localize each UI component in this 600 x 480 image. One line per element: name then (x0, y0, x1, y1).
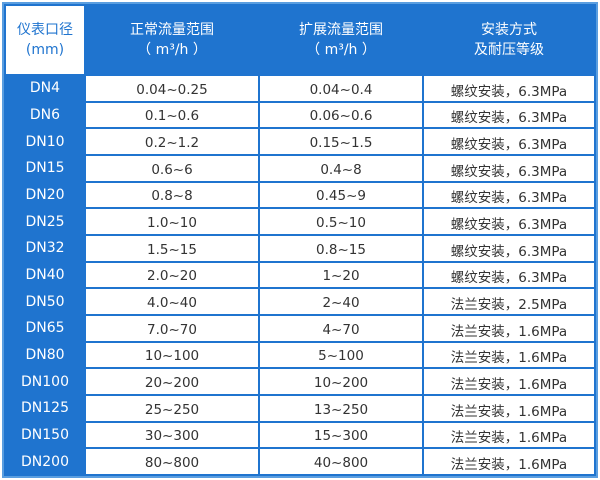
cell-diameter: DN32 (4, 233, 86, 263)
cell-extended-flow: 0.06~0.6 (258, 100, 424, 130)
header-label: 扩展流量范围 (299, 22, 383, 38)
header-unit: (mm) (25, 42, 65, 58)
cell-extended-flow: 1~20 (258, 260, 424, 290)
cell-diameter: DN20 (4, 180, 86, 210)
cell-install: 螺纹安装，6.3MPa (422, 180, 596, 210)
cell-diameter: DN10 (4, 127, 86, 156)
cell-extended-flow: 0.4~8 (258, 153, 424, 183)
header-label: 安装方式 (481, 22, 537, 38)
cell-install: 法兰安装，1.6MPa (422, 367, 596, 396)
header-normal-flow: 正常流量范围 （ m³/h ） (84, 4, 260, 76)
cell-diameter: DN4 (4, 74, 86, 103)
cell-install: 螺纹安装，6.3MPa (422, 260, 596, 290)
cell-diameter: DN150 (4, 420, 86, 450)
table-row: DN25 1.0~10 0.5~10 螺纹安装，6.3MPa (4, 207, 596, 236)
cell-normal-flow: 0.04~0.25 (84, 74, 260, 103)
header-unit: （ m³/h ） (137, 42, 207, 58)
cell-diameter: DN15 (4, 153, 86, 183)
table-row: DN20 0.8~8 0.45~9 螺纹安装，6.3MPa (4, 180, 596, 210)
cell-normal-flow: 1.0~10 (84, 207, 260, 236)
cell-diameter: DN40 (4, 260, 86, 290)
cell-normal-flow: 25~250 (84, 393, 260, 423)
cell-normal-flow: 2.0~20 (84, 260, 260, 290)
cell-install: 螺纹安装，6.3MPa (422, 233, 596, 263)
header-label: 正常流量范围 (130, 22, 214, 38)
table-row: DN50 4.0~40 2~40 法兰安装，2.5MPa (4, 287, 596, 316)
cell-normal-flow: 10~100 (84, 340, 260, 370)
cell-normal-flow: 0.6~6 (84, 153, 260, 183)
table-row: DN32 1.5~15 0.8~15 螺纹安装，6.3MPa (4, 233, 596, 263)
cell-extended-flow: 0.45~9 (258, 180, 424, 210)
cell-extended-flow: 15~300 (258, 420, 424, 450)
cell-install: 法兰安装，1.6MPa (422, 393, 596, 423)
cell-install: 螺纹安装，6.3MPa (422, 74, 596, 103)
cell-extended-flow: 13~250 (258, 393, 424, 423)
header-extended-flow: 扩展流量范围 （ m³/h ） (258, 4, 424, 76)
cell-extended-flow: 10~200 (258, 367, 424, 396)
cell-extended-flow: 2~40 (258, 287, 424, 316)
cell-install: 法兰安装，1.6MPa (422, 420, 596, 450)
table-row: DN6 0.1~0.6 0.06~0.6 螺纹安装，6.3MPa (4, 100, 596, 130)
header-diameter: 仪表口径 (mm) (4, 4, 86, 76)
cell-diameter: DN100 (4, 367, 86, 396)
table-row: DN15 0.6~6 0.4~8 螺纹安装，6.3MPa (4, 153, 596, 183)
cell-install: 法兰安装，1.6MPa (422, 447, 596, 476)
cell-extended-flow: 5~100 (258, 340, 424, 370)
cell-normal-flow: 7.0~70 (84, 313, 260, 343)
table-row: DN150 30~300 15~300 法兰安装，1.6MPa (4, 420, 596, 450)
cell-diameter: DN200 (4, 447, 86, 476)
cell-normal-flow: 80~800 (84, 447, 260, 476)
cell-extended-flow: 0.04~0.4 (258, 74, 424, 103)
cell-extended-flow: 0.8~15 (258, 233, 424, 263)
cell-extended-flow: 40~800 (258, 447, 424, 476)
cell-diameter: DN125 (4, 393, 86, 423)
cell-install: 螺纹安装，6.3MPa (422, 127, 596, 156)
cell-normal-flow: 30~300 (84, 420, 260, 450)
cell-diameter: DN80 (4, 340, 86, 370)
header-row: 仪表口径 (mm) 正常流量范围 （ m³/h ） 扩展流量范围 （ m³/h ） 安… (4, 4, 596, 76)
header-label: 仪表口径 (17, 22, 73, 38)
cell-normal-flow: 20~200 (84, 367, 260, 396)
flow-spec-table: 仪表口径 (mm) 正常流量范围 （ m³/h ） 扩展流量范围 （ m³/h ） 安… (4, 4, 596, 476)
cell-install: 螺纹安装，6.3MPa (422, 153, 596, 183)
cell-extended-flow: 4~70 (258, 313, 424, 343)
table-row: DN40 2.0~20 1~20 螺纹安装，6.3MPa (4, 260, 596, 290)
cell-normal-flow: 0.2~1.2 (84, 127, 260, 156)
table-row: DN10 0.2~1.2 0.15~1.5 螺纹安装，6.3MPa (4, 127, 596, 156)
cell-diameter: DN25 (4, 207, 86, 236)
table-row: DN80 10~100 5~100 法兰安装，1.6MPa (4, 340, 596, 370)
table-row: DN200 80~800 40~800 法兰安装，1.6MPa (4, 447, 596, 476)
table-row: DN100 20~200 10~200 法兰安装，1.6MPa (4, 367, 596, 396)
header-install: 安装方式 及耐压等级 (422, 4, 596, 76)
cell-extended-flow: 0.15~1.5 (258, 127, 424, 156)
cell-diameter: DN65 (4, 313, 86, 343)
cell-install: 螺纹安装，6.3MPa (422, 100, 596, 130)
cell-diameter: DN6 (4, 100, 86, 130)
header-label-2: 及耐压等级 (474, 42, 544, 58)
cell-normal-flow: 0.8~8 (84, 180, 260, 210)
cell-extended-flow: 0.5~10 (258, 207, 424, 236)
cell-diameter: DN50 (4, 287, 86, 316)
cell-install: 法兰安装，1.6MPa (422, 340, 596, 370)
table-row: DN125 25~250 13~250 法兰安装，1.6MPa (4, 393, 596, 423)
cell-normal-flow: 1.5~15 (84, 233, 260, 263)
table-row: DN65 7.0~70 4~70 法兰安装，1.6MPa (4, 313, 596, 343)
table-row: DN4 0.04~0.25 0.04~0.4 螺纹安装，6.3MPa (4, 74, 596, 103)
cell-normal-flow: 4.0~40 (84, 287, 260, 316)
cell-install: 螺纹安装，6.3MPa (422, 207, 596, 236)
cell-install: 法兰安装，1.6MPa (422, 313, 596, 343)
cell-install: 法兰安装，2.5MPa (422, 287, 596, 316)
cell-normal-flow: 0.1~0.6 (84, 100, 260, 130)
header-unit: （ m³/h ） (306, 42, 376, 58)
